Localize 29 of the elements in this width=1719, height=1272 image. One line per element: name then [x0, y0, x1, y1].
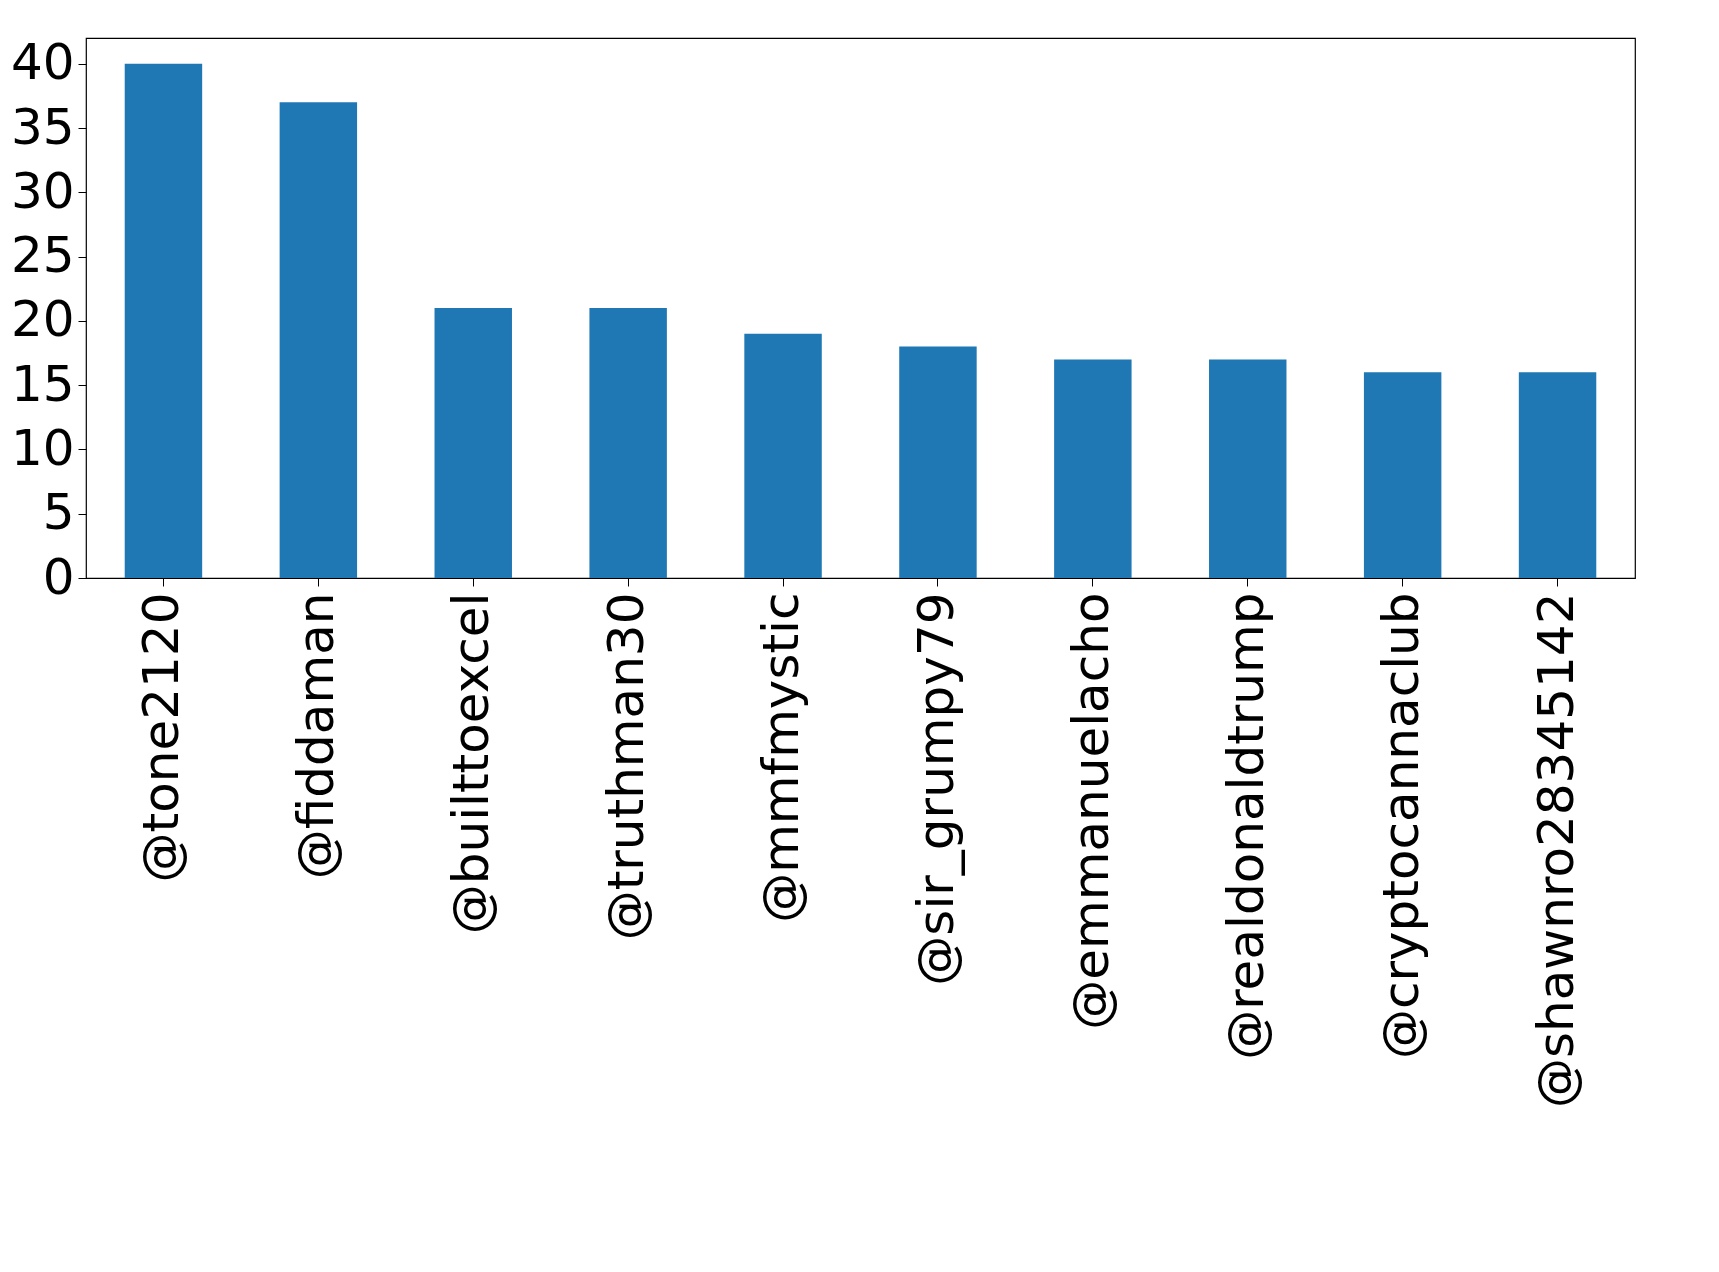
- bar: [279, 102, 358, 578]
- bar: [124, 63, 203, 578]
- x-tick-label: @shawnro28345142: [1526, 592, 1585, 1109]
- y-tick-label: 40: [10, 33, 75, 92]
- x-tick-label: @mmfmystic: [752, 592, 811, 923]
- y-tick-label: 20: [10, 290, 75, 349]
- bar: [1209, 359, 1287, 578]
- y-tick-label: 35: [10, 97, 75, 156]
- x-tick-label: @sir_grumpy79: [906, 592, 965, 986]
- y-tick-label: 10: [10, 418, 75, 477]
- y-tick-label: 5: [42, 483, 75, 542]
- x-tick-label: @builttoexcel: [442, 592, 501, 935]
- x-tick-label: @emmanuelacho: [1061, 592, 1120, 1030]
- bar: [589, 308, 667, 578]
- y-tick-label: 0: [42, 547, 75, 606]
- bar: [1518, 372, 1597, 578]
- bar: [1363, 372, 1442, 578]
- x-tick-label: @tone2120: [132, 592, 191, 883]
- x-tick-label: @realdonaldtrump: [1216, 592, 1275, 1060]
- x-tick-label: @fiddaman: [287, 592, 346, 880]
- bar: [1054, 359, 1132, 578]
- y-tick-label: 25: [10, 226, 75, 285]
- bar: [434, 308, 512, 578]
- bar: [899, 346, 977, 578]
- x-tick-label: @cryptocannaclub: [1371, 592, 1430, 1060]
- y-tick-label: 15: [10, 354, 75, 413]
- bar: [744, 333, 822, 578]
- x-tick-label: @truthman30: [597, 592, 656, 941]
- y-tick-label: 30: [10, 161, 75, 220]
